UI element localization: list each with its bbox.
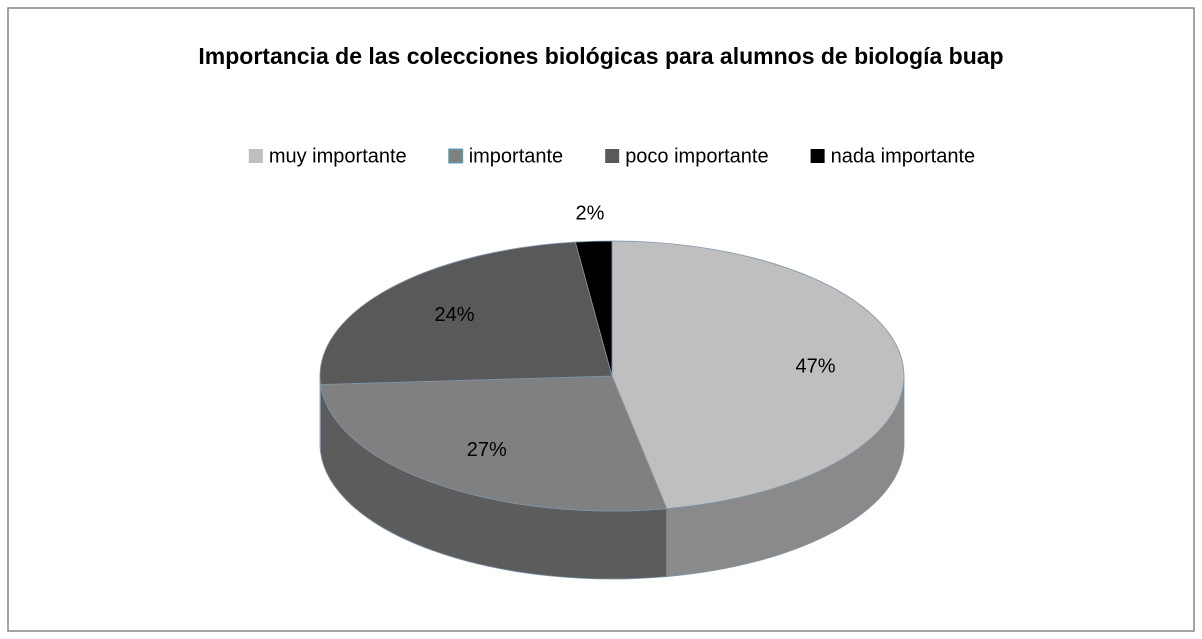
legend-item: poco importante [605, 145, 769, 167]
legend-label: muy importante [269, 145, 407, 167]
data-label: 47% [795, 355, 835, 377]
legend-item: nada importante [810, 145, 976, 167]
chart-title: Importancia de las colecciones biológica… [198, 43, 1004, 69]
legend-label: importante [469, 145, 564, 167]
pie-side [319, 375, 321, 453]
data-label: 24% [434, 304, 474, 326]
legend-item: importante [448, 145, 564, 167]
pie-slice [320, 375, 668, 512]
legend-swatch [448, 148, 464, 164]
pie-slice [611, 240, 905, 510]
pie-slice [319, 241, 613, 385]
legend-swatch [248, 149, 263, 163]
legend-label: nada importante [831, 145, 976, 167]
legend-item: muy importante [248, 145, 407, 167]
data-label: 2% [576, 203, 605, 225]
legend-swatch [605, 149, 620, 163]
legend-swatch [810, 149, 825, 163]
legend-label: poco importante [625, 145, 768, 167]
data-label: 27% [467, 439, 507, 461]
pie-slice [574, 240, 613, 377]
